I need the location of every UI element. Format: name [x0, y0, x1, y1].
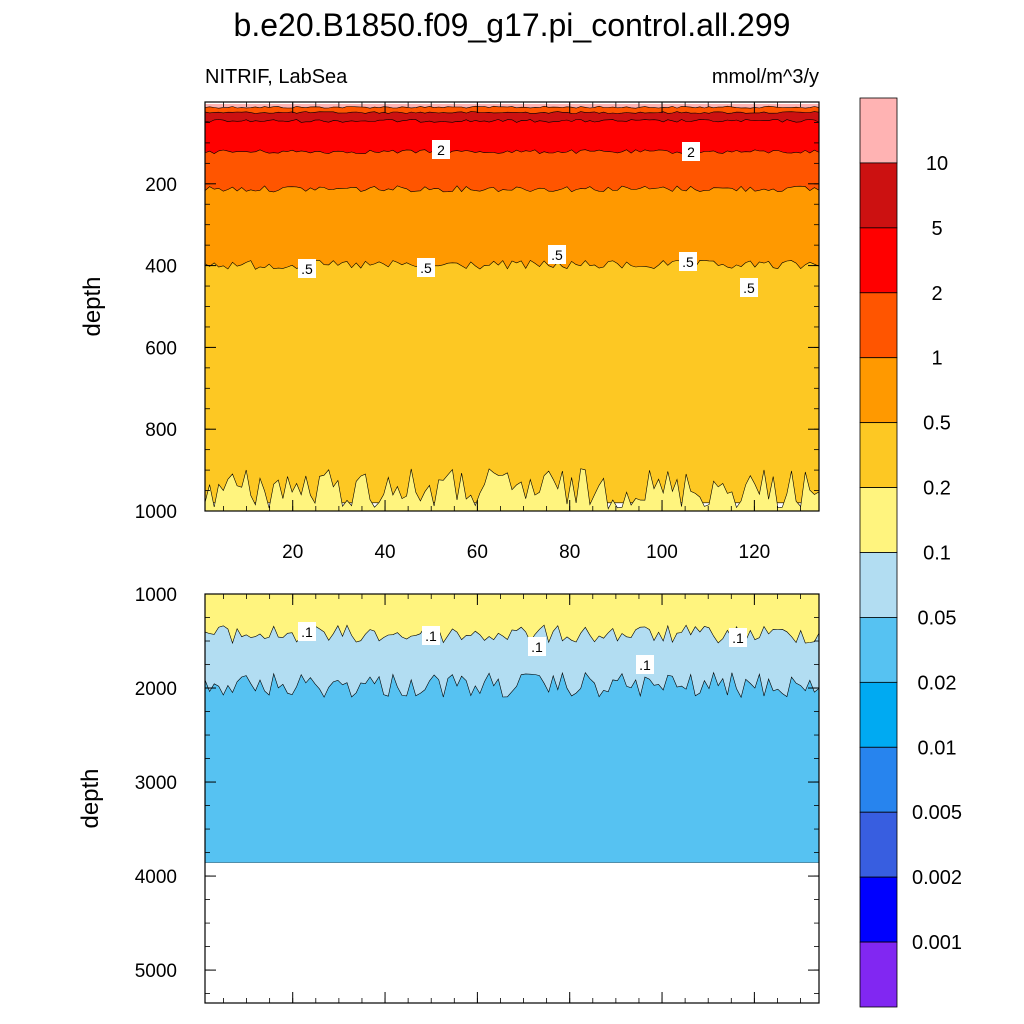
y-tick-label: 1000: [135, 502, 177, 523]
contour-label: .1: [531, 639, 543, 655]
y-axis-label: depth: [79, 276, 106, 336]
colorbar-swatch: [859, 292, 898, 359]
y-axis: 1000 2000 3000 4000 5000 depth: [77, 585, 819, 994]
contour-label-box: [679, 252, 697, 271]
colorbar-label: 10: [926, 153, 948, 175]
contour-label-box: [528, 637, 546, 656]
x-axis: [223, 594, 801, 1003]
contour-label: .5: [420, 260, 432, 276]
colorbar-swatch: [859, 746, 898, 813]
x-tick-label: 40: [374, 542, 395, 563]
colorbar-swatch: [859, 552, 898, 618]
contour-label-box: [682, 142, 700, 161]
contour-label-box: [417, 258, 435, 277]
contour-label: .5: [682, 254, 694, 270]
contour-label: .5: [551, 247, 563, 263]
contour-label-box: [298, 259, 316, 278]
colorbar-swatch: [859, 876, 898, 943]
colorbar-swatch: [859, 97, 898, 164]
y-tick-label: 200: [145, 175, 177, 196]
colorbar-label: 0.002: [912, 867, 962, 889]
contour-band: [205, 671, 819, 864]
colorbar-swatch: [859, 811, 898, 878]
contour-label: .1: [732, 630, 744, 646]
contour-labels: .1 .1 .1 .1 .1: [298, 622, 747, 674]
colorbar-swatch: [859, 422, 898, 488]
colorbar-swatch: [859, 617, 898, 683]
contour-label: .5: [743, 280, 755, 296]
colorbar-swatch: [859, 357, 898, 424]
units-label: mmol/m^3/y: [712, 66, 819, 88]
upper-panel: 200 400 600 800 1000 depth 20 40 60 80 100 120 2 2 .5.…: [79, 101, 820, 563]
x-tick-label: 60: [467, 542, 488, 563]
colorbar: 10 5 2 1 0.5 0.2 0.1 0.05 0.02 0.01 0.005 0.002 0.00…: [859, 97, 962, 1008]
colorbar-swatch: [859, 227, 898, 294]
contour-label: .5: [301, 261, 313, 277]
x-axis: 20 40 60 80 100 120: [223, 102, 801, 563]
y-tick-label: 4000: [135, 867, 177, 888]
variable-label: NITRIF, LabSea: [205, 66, 348, 88]
colorbar-swatch: [859, 681, 898, 748]
colorbar-swatch: [859, 487, 898, 553]
x-tick-label: 80: [559, 542, 580, 563]
contour-label: .1: [639, 657, 651, 673]
contour-label-box: [432, 140, 450, 159]
colorbar-label: 0.05: [918, 607, 957, 629]
chart-title: b.e20.B1850.f09_g17.pi_control.all.299: [234, 7, 791, 43]
colorbar-swatch: [859, 162, 898, 229]
contour-labels: 2 2 .5 .5 .5 .5 .5: [298, 140, 758, 297]
y-axis: 200 400 600 800 1000 depth: [79, 101, 819, 523]
contour-label-box: [548, 245, 566, 264]
y-tick-label: 1000: [135, 585, 177, 606]
y-tick-label: 600: [145, 338, 177, 359]
colorbar-label: 5: [931, 218, 942, 240]
contour-label-box: [740, 278, 758, 297]
contour-band: [205, 468, 819, 511]
colorbar-label: 0.5: [923, 413, 951, 435]
y-tick-label: 800: [145, 420, 177, 441]
colorbar-label: 0.005: [912, 802, 962, 824]
colorbar-label: 0.01: [918, 737, 957, 759]
colorbar-label: 0.2: [923, 478, 951, 500]
contour-label: 2: [437, 142, 445, 158]
colorbar-label: 0.001: [912, 932, 962, 954]
colorbar-label: 1: [931, 348, 942, 370]
contour-band: [205, 259, 819, 504]
contour-label: .1: [301, 624, 313, 640]
x-tick-label: 20: [282, 542, 303, 563]
contour-label-box: [298, 622, 316, 641]
x-tick-label: 100: [646, 542, 678, 563]
contour-label: .1: [425, 628, 437, 644]
colorbar-swatch: [859, 941, 898, 1008]
y-tick-label: 400: [145, 257, 177, 278]
contour-band: [205, 185, 819, 285]
y-tick-label: 3000: [135, 773, 177, 794]
plot-frame: [204, 593, 820, 1004]
below-seafloor-area: [205, 862, 819, 1003]
contour-label: 2: [687, 144, 695, 160]
contour-label-box: [729, 628, 747, 647]
contour-label-box: [636, 655, 654, 674]
lower-panel: 1000 2000 3000 4000 5000 depth .1 .1 .1 .1 .1: [77, 585, 820, 1004]
y-tick-label: 5000: [135, 961, 177, 982]
colorbar-label: 2: [931, 283, 942, 305]
colorbar-label: 0.1: [923, 543, 951, 565]
colorbar-label: 0.02: [918, 672, 957, 694]
contour-label-box: [422, 626, 440, 645]
y-tick-label: 2000: [135, 679, 177, 700]
x-tick-label: 120: [739, 542, 771, 563]
y-axis-label: depth: [77, 768, 104, 828]
